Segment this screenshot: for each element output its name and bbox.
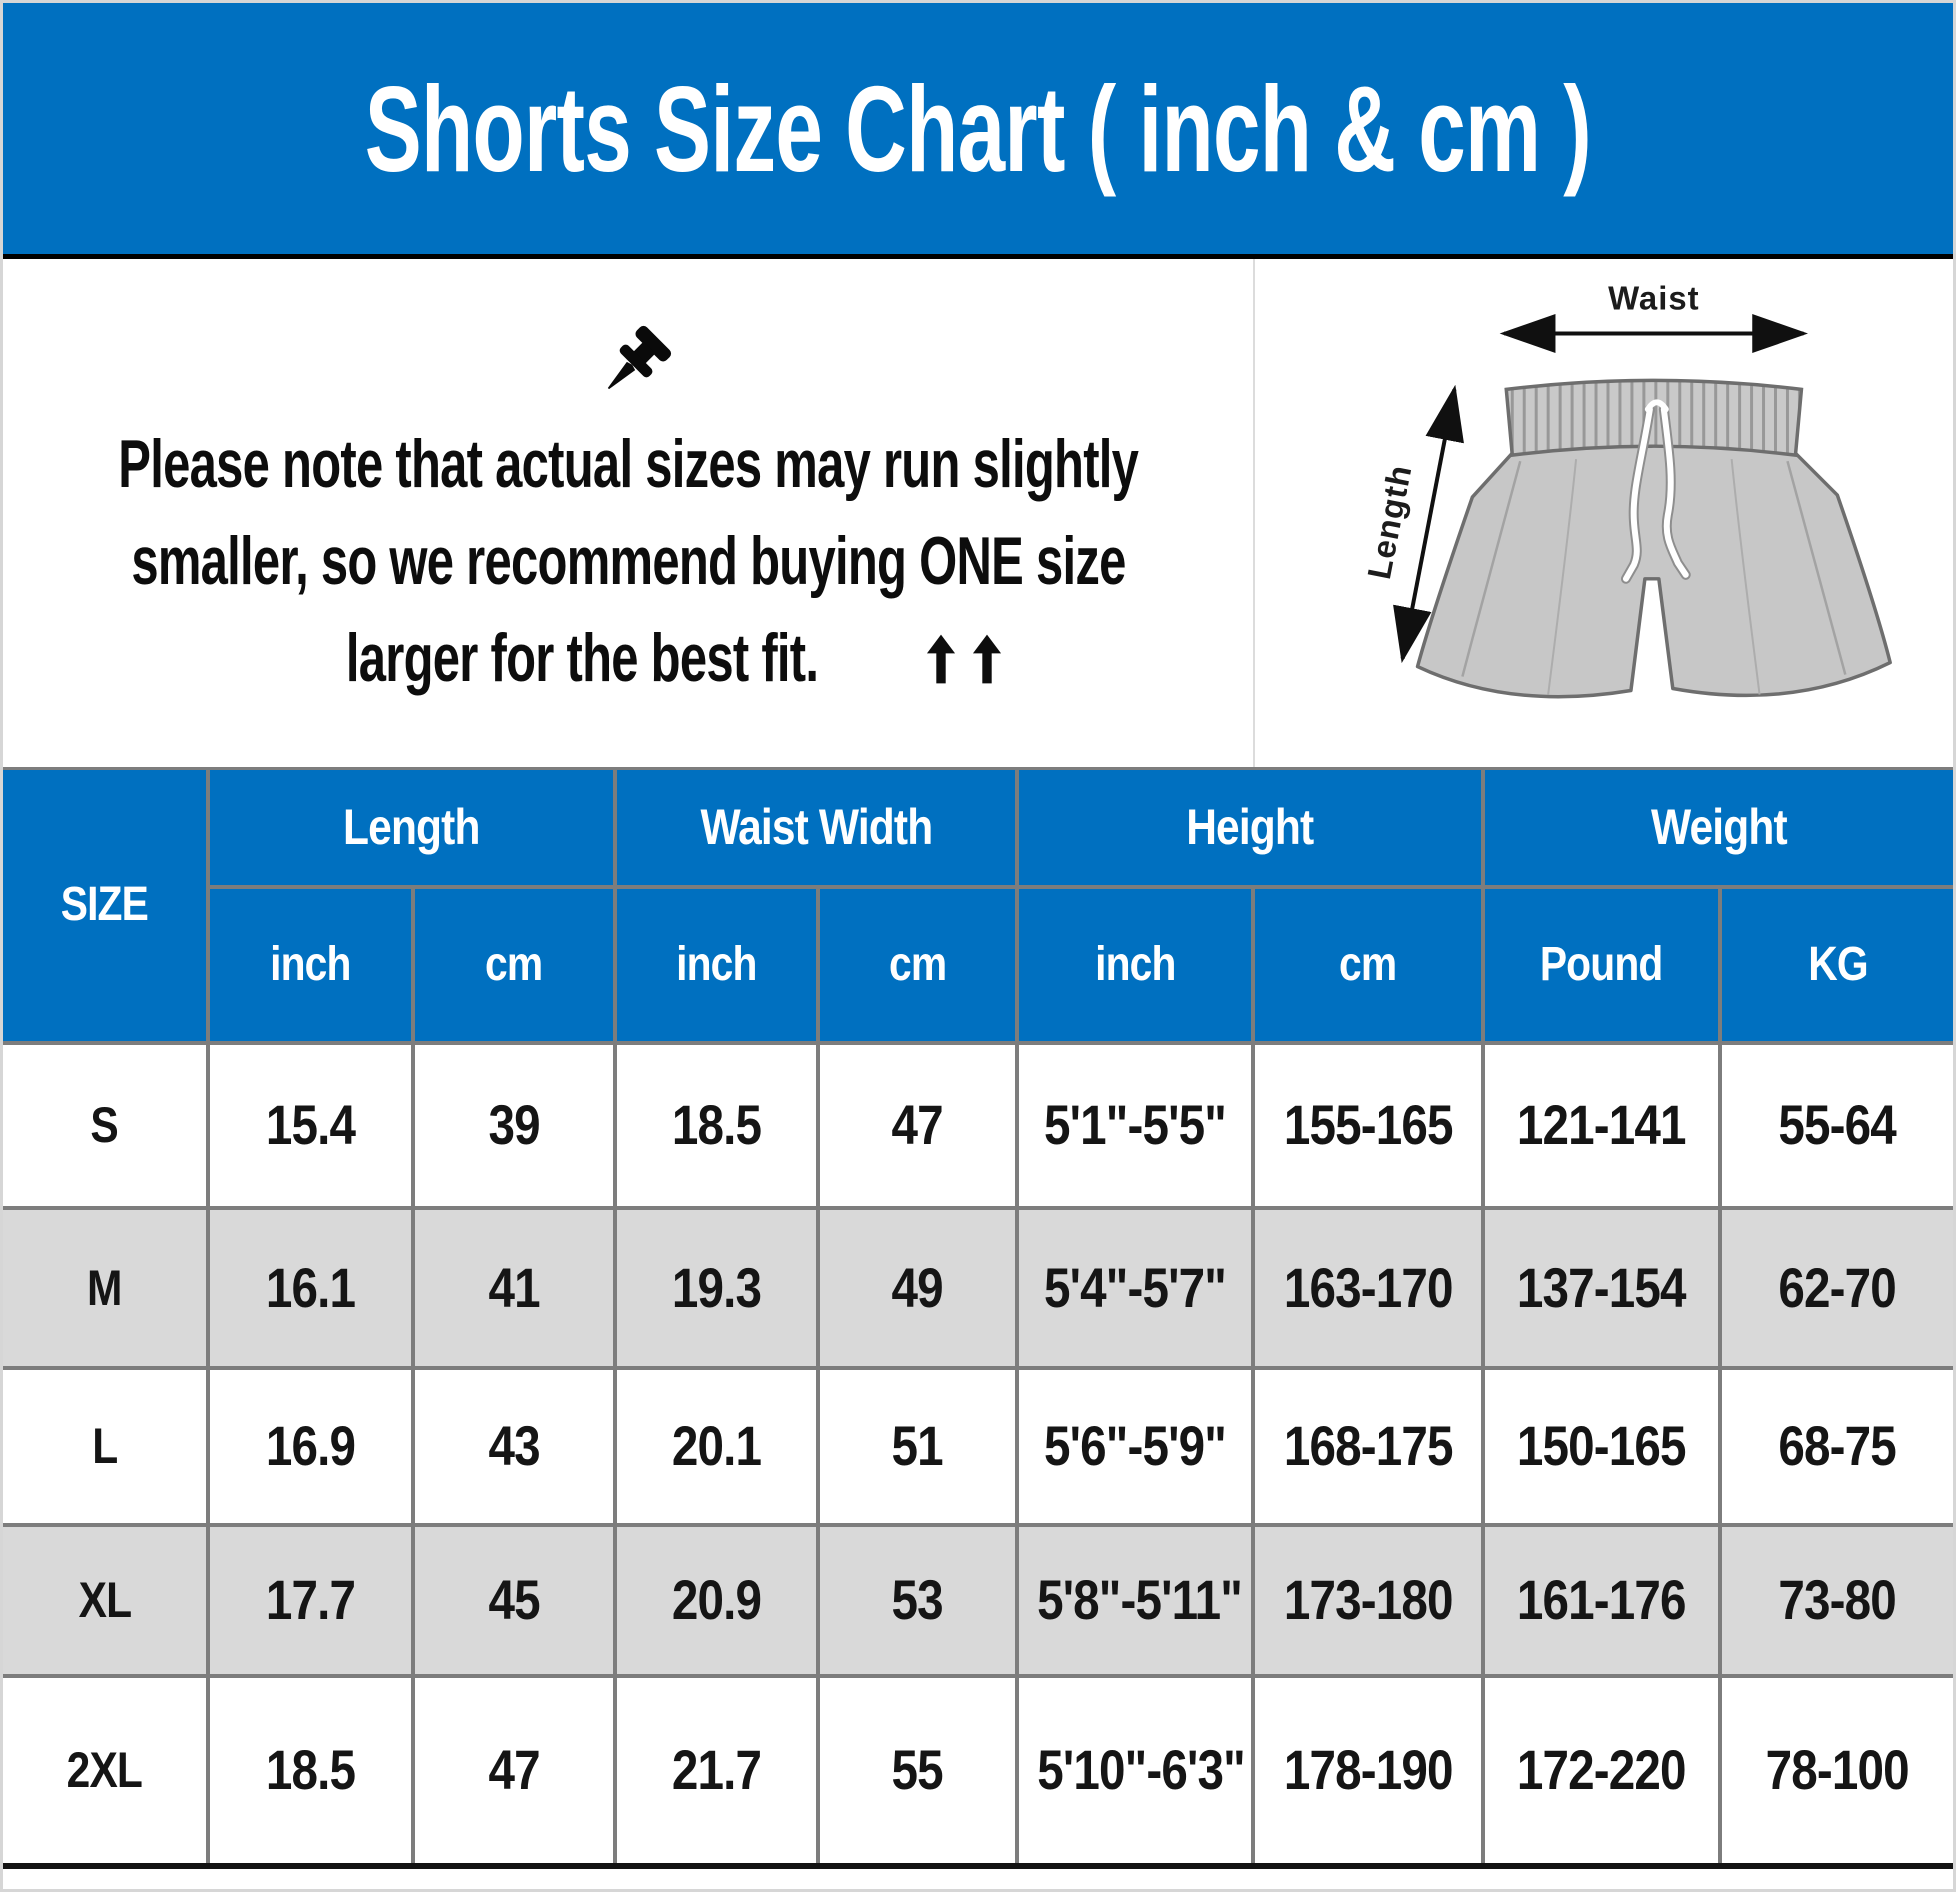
table-cell: 16.1 — [206, 1205, 415, 1370]
size-cell: 2XL — [3, 1673, 210, 1869]
table-row-s: S 15.4 39 18.5 47 5'1"-5'5" 155-165 121-… — [3, 1040, 1953, 1210]
size-cell: S — [3, 1040, 210, 1210]
title-banner: Shorts Size Chart ( inch & cm ) — [3, 3, 1953, 259]
table-row-xl: XL 17.7 45 20.9 53 5'8"-5'11" 173-180 16… — [3, 1522, 1953, 1678]
table-cell: 5'10"-6'3" — [1015, 1673, 1256, 1869]
table-cell: 73-80 — [1718, 1522, 1953, 1678]
table-cell: 45 — [410, 1522, 618, 1678]
table-cell: 20.9 — [613, 1522, 821, 1678]
table-cell: 47 — [410, 1673, 618, 1869]
up-arrow-icon — [926, 634, 956, 684]
subheader-length-inch: inch — [208, 884, 415, 1045]
right-crease-line — [1730, 459, 1761, 695]
page-title: Shorts Size Chart ( inch & cm ) — [364, 60, 1592, 197]
table-cell: 161-176 — [1481, 1522, 1723, 1678]
table-cell: 19.3 — [613, 1205, 821, 1370]
up-arrow-icon — [972, 634, 1002, 684]
table-cell: 62-70 — [1718, 1205, 1953, 1370]
size-table: SIZE Length Waist Width Height Weight in… — [3, 767, 1953, 1869]
note-pane: Please note that actual sizes may run sl… — [3, 259, 1253, 767]
table-row-m: M 16.1 41 19.3 49 5'4"-5'7" 163-170 137-… — [3, 1205, 1953, 1370]
size-cell: M — [3, 1205, 210, 1370]
note-text: Please note that actual sizes may run sl… — [3, 319, 1336, 707]
table-cell: 5'6"-5'9" — [1015, 1365, 1256, 1527]
subheader-waist-inch: inch — [613, 884, 821, 1045]
subheader-weight-pound: Pound — [1481, 884, 1723, 1045]
table-row-2xl: 2XL 18.5 47 21.7 55 5'10"-6'3" 178-190 1… — [3, 1673, 1953, 1869]
table-cell: 163-170 — [1251, 1205, 1486, 1370]
left-crease-line — [1547, 459, 1578, 695]
table-cell: 17.7 — [206, 1522, 415, 1678]
group-header-weight: Weight — [1481, 767, 1953, 889]
table-cell: 178-190 — [1251, 1673, 1486, 1869]
pushpin-icon — [607, 325, 672, 390]
subheader-weight-kg: KG — [1718, 884, 1953, 1045]
middle-section: Please note that actual sizes may run sl… — [3, 259, 1953, 767]
table-cell: 53 — [816, 1522, 1020, 1678]
table-cell: 78-100 — [1718, 1673, 1953, 1869]
left-seam-line — [1461, 460, 1522, 677]
subheader-height-inch: inch — [1015, 884, 1256, 1045]
table-cell: 51 — [816, 1365, 1020, 1527]
shorts-illustration: Waist Length — [1360, 280, 1892, 699]
drawstring — [1620, 399, 1691, 584]
note-line-3: larger for the best fit. — [3, 610, 1336, 707]
shorts-waistband — [1504, 378, 1804, 458]
table-cell: 150-165 — [1481, 1365, 1723, 1527]
length-arrow — [1393, 384, 1464, 664]
subheader-height-cm: cm — [1251, 884, 1486, 1045]
table-cell: 55-64 — [1718, 1040, 1953, 1210]
right-seam-line — [1786, 460, 1847, 675]
shorts-body — [1415, 442, 1892, 699]
table-cell: 20.1 — [613, 1365, 821, 1527]
table-cell: 15.4 — [206, 1040, 415, 1210]
table-cell: 21.7 — [613, 1673, 821, 1869]
table-cell: 18.5 — [613, 1040, 821, 1210]
table-cell: 16.9 — [206, 1365, 415, 1527]
table-cell: 47 — [816, 1040, 1020, 1210]
table-cell: 168-175 — [1251, 1365, 1486, 1527]
column-header-size: SIZE — [3, 767, 210, 1045]
table-cell: 155-165 — [1251, 1040, 1486, 1210]
subheader-length-cm: cm — [410, 884, 618, 1045]
waist-label: Waist — [1608, 280, 1699, 317]
table-row-l: L 16.9 43 20.1 51 5'6"-5'9" 168-175 150-… — [3, 1365, 1953, 1527]
table-cell: 5'1"-5'5" — [1015, 1040, 1256, 1210]
note-line-2: smaller, so we recommend buying ONE size — [130, 523, 1126, 599]
table-cell: 18.5 — [206, 1673, 415, 1869]
group-header-height: Height — [1015, 767, 1486, 889]
subheader-waist-cm: cm — [816, 884, 1020, 1045]
table-cell: 49 — [816, 1205, 1020, 1370]
table-cell: 5'4"-5'7" — [1015, 1205, 1256, 1370]
note-line-1: Please note that actual sizes may run sl… — [3, 319, 1336, 513]
table-cell: 41 — [410, 1205, 618, 1370]
table-cell: 5'8"-5'11" — [1015, 1522, 1256, 1678]
table-cell: 68-75 — [1718, 1365, 1953, 1527]
table-cell: 121-141 — [1481, 1040, 1723, 1210]
group-header-waist-width: Waist Width — [613, 767, 1020, 889]
size-cell: XL — [3, 1522, 210, 1678]
table-cell: 172-220 — [1481, 1673, 1723, 1869]
group-header-length: Length — [205, 767, 618, 889]
shorts-diagram-pane: Waist Length — [1253, 259, 1953, 767]
table-cell: 39 — [410, 1040, 618, 1210]
table-cell: 173-180 — [1251, 1522, 1486, 1678]
size-cell: L — [3, 1365, 210, 1527]
table-cell: 55 — [816, 1673, 1020, 1869]
table-cell: 137-154 — [1481, 1205, 1723, 1370]
table-cell: 43 — [410, 1365, 618, 1527]
length-label: Length — [1360, 462, 1418, 583]
